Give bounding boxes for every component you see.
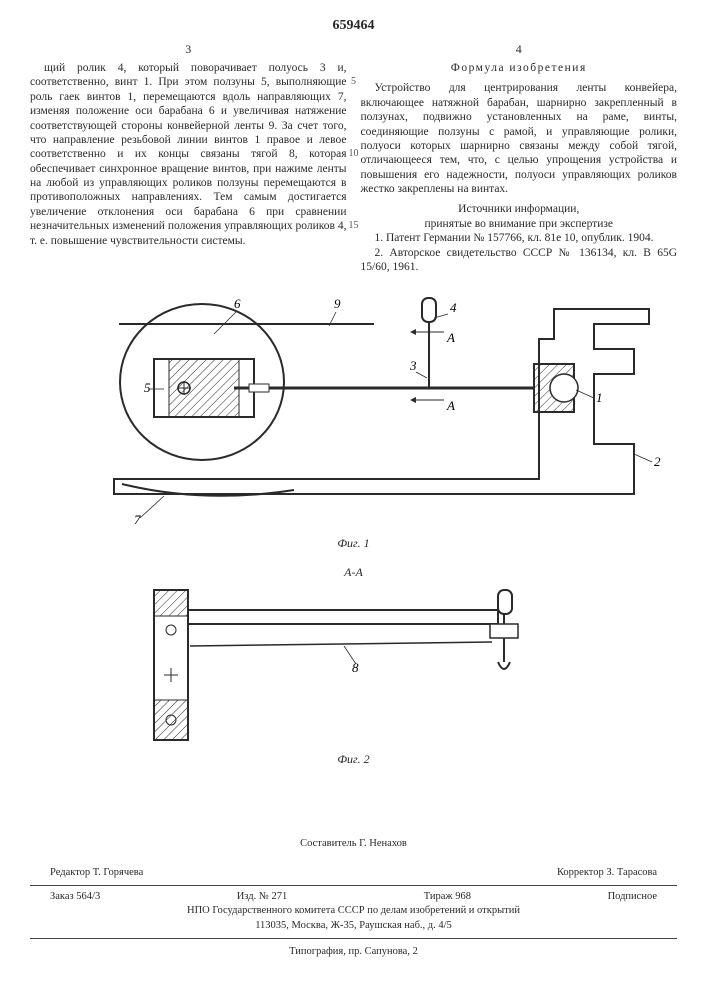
- typography: Типография, пр. Сапунова, 2: [30, 945, 677, 960]
- sources-sub: принятые во внимание при экспертизе: [361, 217, 678, 231]
- subscribe: Подписное: [608, 890, 657, 905]
- edition-no: Изд. № 271: [237, 890, 288, 905]
- formula-heading: Формула изобретения: [361, 61, 678, 75]
- col-num-right: 4: [361, 42, 678, 57]
- divider-1: [30, 885, 677, 886]
- fig1-label-3: 3: [409, 358, 417, 373]
- line-mark-5: 5: [346, 76, 362, 87]
- fig1-label-9: 9: [334, 296, 341, 311]
- fig1-caption: Фиг. 1: [30, 536, 677, 551]
- fig1-label-2: 2: [654, 454, 661, 469]
- source-1: 1. Патент Германии № 157766, кл. 81e 10,…: [361, 231, 678, 245]
- npo-line2: 113035, Москва, Ж-35, Раушская наб., д. …: [30, 919, 677, 934]
- line-mark-15: 15: [346, 220, 362, 231]
- description-body: щий ролик 4, который поворачивает полуос…: [30, 61, 347, 248]
- fig2-label-8: 8: [352, 660, 359, 675]
- npo-line1: НПО Государственного комитета СССР по де…: [30, 904, 677, 919]
- circulation: Тираж 968: [424, 890, 471, 905]
- fig2-section-label: A-A: [30, 565, 677, 580]
- fig1-label-5: 5: [144, 380, 151, 395]
- formula-body: Устройство для центрирования ленты конве…: [361, 81, 678, 196]
- fig1-sectA1: A: [446, 330, 455, 345]
- publication-number: 659464: [30, 18, 677, 34]
- fig1-label-4: 4: [450, 300, 457, 315]
- fig1-label-7: 7: [134, 512, 141, 527]
- column-right: 4 Формула изобретения Устройство для цен…: [361, 42, 678, 274]
- editor: Редактор Т. Горячева: [50, 866, 143, 881]
- order-no: Заказ 564/3: [50, 890, 100, 905]
- sources-heading: Источники информации,: [361, 202, 678, 216]
- compiler: Составитель Г. Ненахов: [30, 837, 677, 852]
- figure-1: 6 9 4 A A 3 1 2 5 7: [34, 294, 674, 534]
- figure-2: 8: [94, 580, 614, 750]
- fig1-label-6: 6: [234, 296, 241, 311]
- col-num-left: 3: [30, 42, 347, 57]
- line-mark-10: 10: [346, 148, 362, 159]
- divider-2: [30, 938, 677, 939]
- fig1-label-1: 1: [596, 390, 603, 405]
- source-2: 2. Авторское свидетельство СССР № 136134…: [361, 246, 678, 275]
- column-left: 3 щий ролик 4, который поворачивает полу…: [30, 42, 347, 274]
- corrector: Корректор З. Тарасова: [557, 866, 657, 881]
- fig2-caption: Фиг. 2: [30, 752, 677, 767]
- colophon: Составитель Г. Ненахов Редактор Т. Горяч…: [30, 837, 677, 959]
- fig1-sectA2: A: [446, 398, 455, 413]
- figures-area: 6 9 4 A A 3 1 2 5 7 Фиг. 1 A-A: [30, 294, 677, 767]
